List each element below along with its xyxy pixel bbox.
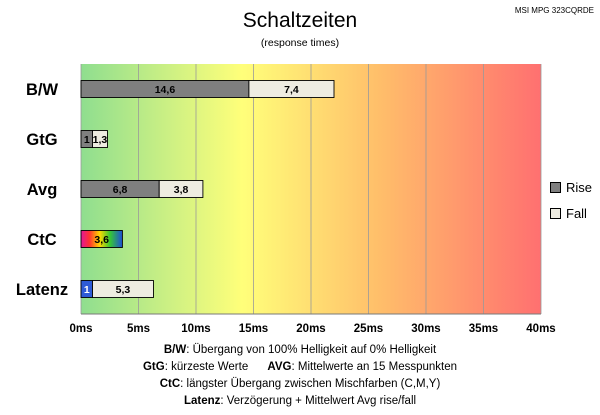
note-latenz: Latenz: Verzögerung + Mittelwert Avg ris… — [183, 395, 417, 407]
legend-rise: Rise — [550, 180, 592, 195]
data-label: 1,3 — [93, 134, 108, 146]
monitor-model-label: MSI MPG 323CQRDE — [515, 6, 594, 15]
bar-fall — [92, 130, 108, 148]
x-tick-label: 35ms — [469, 323, 498, 335]
chart-subtitle: (response times) — [261, 37, 339, 49]
data-label: 14,6 — [155, 84, 176, 96]
x-tick-label: 30ms — [411, 323, 440, 335]
x-tick-label: 40ms — [526, 323, 555, 335]
data-label: 1 — [84, 134, 90, 146]
data-label: 3,6 — [94, 234, 109, 246]
data-label: 1 — [84, 284, 90, 296]
category-label: B/W — [26, 81, 59, 99]
chart-title: Schaltzeiten — [243, 9, 357, 32]
bar-fall — [248, 80, 335, 98]
x-tick-label: 25ms — [354, 323, 383, 335]
note-gtg-avg: GtG: kürzeste Werte AVG: Mittelwerte an … — [142, 361, 458, 373]
bars: 14,6 7,41 1,36,8 3,83,61 5,3 — [80, 80, 335, 298]
data-label: 5,3 — [116, 284, 131, 296]
x-tick-label: 20ms — [296, 323, 325, 335]
bar-fall — [158, 180, 204, 198]
category-labels: B/W GtG Avg CtC Latenz — [16, 81, 68, 299]
data-label: 3,8 — [174, 184, 189, 196]
category-label: GtG — [26, 131, 57, 149]
note-ctc: CtC: längster Übergang zwischen Mischfar… — [159, 378, 441, 390]
legend-fall: Fall — [550, 206, 587, 221]
x-tick-label: 0ms — [69, 323, 92, 335]
x-tick-label: 15ms — [239, 323, 268, 335]
note-bw: B/W: Übergang von 100% Helligkeit auf 0%… — [163, 344, 437, 356]
grid-lines — [80, 64, 542, 315]
category-label: Latenz — [16, 281, 68, 299]
x-tick-labels: 0ms 5ms 10ms 15ms 20ms 25ms 30ms 35ms 40ms — [69, 323, 555, 335]
data-label: 6,8 — [113, 184, 128, 196]
legend-label-rise: Rise — [566, 180, 593, 195]
x-tick-label: 10ms — [181, 323, 210, 335]
bar-rise — [80, 230, 123, 248]
bar-fall — [92, 280, 154, 298]
legend-swatch-fall — [550, 208, 561, 219]
category-label: CtC — [27, 231, 56, 249]
data-label: 7,4 — [284, 84, 299, 96]
footnotes: B/W: Übergang von 100% Helligkeit auf 0%… — [0, 342, 600, 410]
category-label: Avg — [27, 181, 58, 199]
legend-label-fall: Fall — [566, 206, 587, 221]
legend-swatch-rise — [550, 182, 561, 193]
x-tick-label: 5ms — [127, 323, 150, 335]
